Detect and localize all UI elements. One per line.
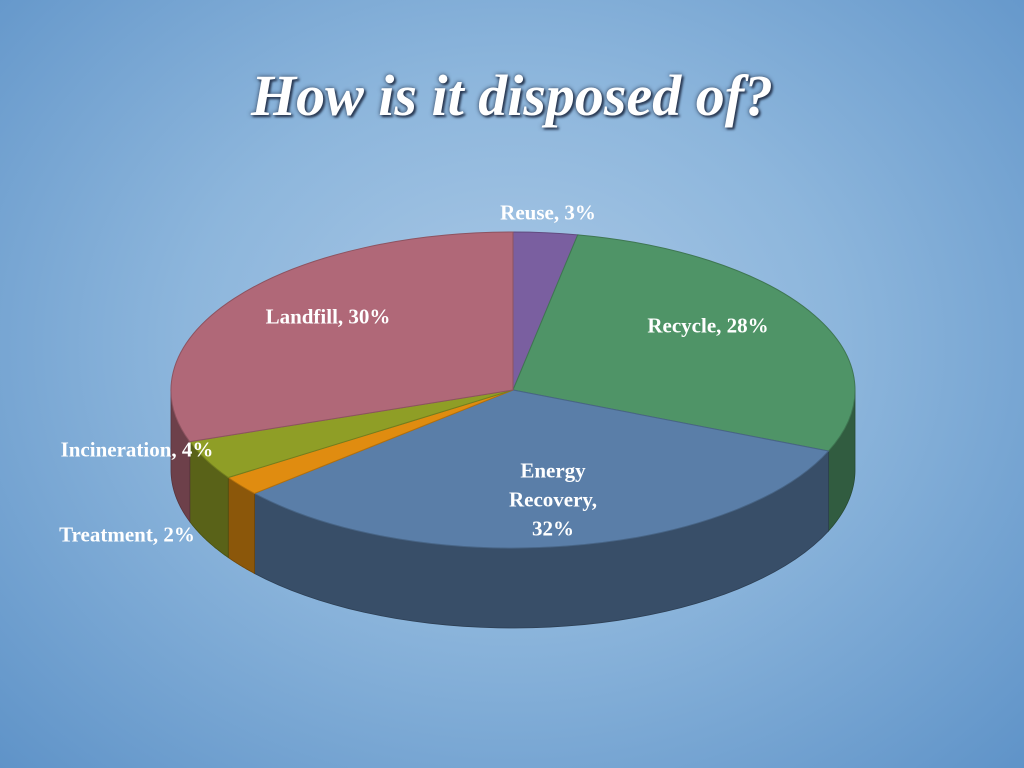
- chart-title: How is it disposed of?: [250, 63, 774, 128]
- pie-slice: [253, 389, 830, 549]
- data-label: Recycle, 28%: [647, 313, 769, 338]
- data-label: Landfill, 30%: [265, 304, 391, 329]
- data-label: Treatment, 2%: [59, 522, 195, 547]
- pie-slice: [512, 234, 856, 452]
- pie-slice: [170, 231, 514, 443]
- data-label: Reuse, 3%: [500, 200, 596, 225]
- pie-slice-side: [227, 476, 255, 575]
- data-label: Incineration, 4%: [60, 437, 214, 462]
- data-label: Energy Recovery, 32%: [508, 458, 598, 541]
